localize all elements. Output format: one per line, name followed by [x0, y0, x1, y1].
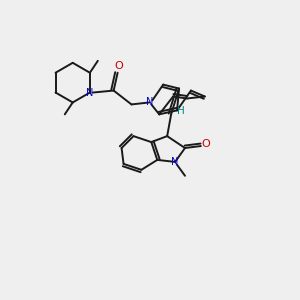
Text: N: N: [146, 98, 153, 107]
Text: H: H: [177, 106, 185, 116]
Text: O: O: [201, 139, 210, 149]
Text: O: O: [114, 61, 123, 71]
Text: N: N: [86, 88, 94, 98]
Text: N: N: [171, 157, 179, 167]
